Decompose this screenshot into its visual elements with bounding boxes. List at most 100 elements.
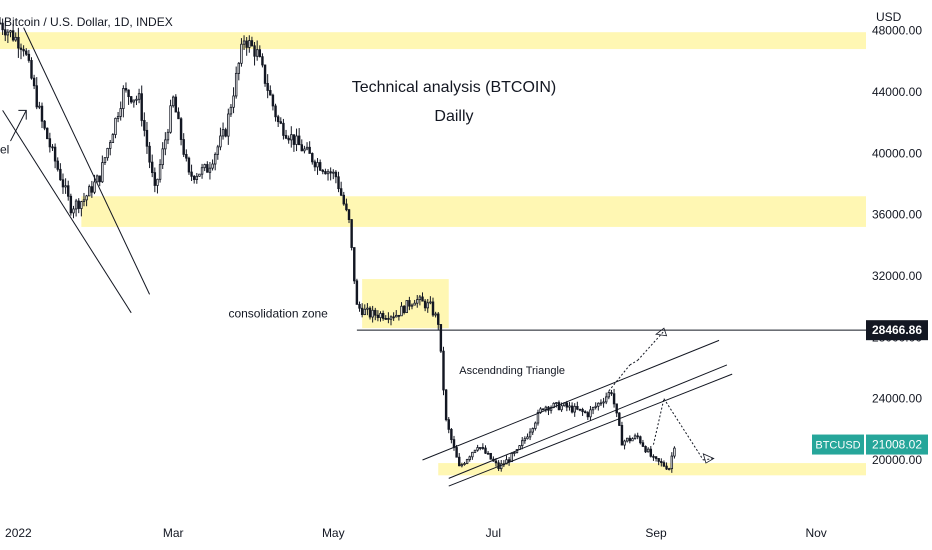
price-zone (81, 196, 867, 227)
candle-up (295, 135, 298, 145)
candle-down (145, 129, 149, 147)
candle-down (287, 137, 290, 141)
candle-down (397, 314, 401, 317)
candle-down (612, 393, 616, 405)
candle-down (279, 121, 283, 124)
candle-up (463, 463, 466, 465)
candle-down (206, 164, 209, 173)
candle-up (673, 447, 676, 457)
candle-up (418, 296, 422, 301)
candle-up (633, 435, 637, 440)
candle-down (484, 447, 487, 454)
y-tick-label: 20000.00 (872, 453, 922, 467)
candle-up (122, 88, 125, 109)
level-badge-label: 28466.86 (872, 323, 922, 337)
y-tick-label: 36000.00 (872, 208, 922, 222)
candle-down (489, 452, 492, 460)
candle-up (523, 438, 527, 442)
candle-up (521, 440, 524, 447)
candle-up (416, 299, 419, 304)
candle-up (471, 451, 474, 458)
y-tick-label: 48000.00 (872, 24, 922, 38)
candle-down (565, 402, 569, 408)
trend-lines (2, 27, 733, 487)
candle-down (282, 122, 285, 136)
candle-down (557, 402, 561, 411)
candle-down (342, 194, 345, 205)
annotation-text: Technical analysis (BTCOIN) (352, 79, 557, 96)
candle-down (143, 120, 146, 131)
candle-up (560, 405, 563, 411)
candle-down (507, 459, 511, 463)
candle-up (429, 301, 432, 304)
y-tick-label: 24000.00 (872, 392, 922, 406)
candle-up (395, 314, 398, 318)
candle-up (88, 186, 91, 197)
candle-up (232, 95, 235, 108)
candle-down (481, 447, 485, 449)
candle-up (255, 49, 259, 57)
candle-down (444, 389, 448, 421)
candle-down (69, 195, 73, 214)
candle-up (400, 305, 403, 317)
candle-up (667, 468, 671, 471)
candle-down (129, 96, 133, 103)
currency-label: USD (876, 10, 902, 24)
candle-up (413, 302, 416, 306)
candle-down (660, 460, 663, 464)
candle-up (9, 30, 12, 33)
candle-down (300, 144, 304, 152)
candle-up (473, 449, 477, 453)
candle-down (182, 139, 185, 155)
candle-up (366, 307, 369, 310)
price-zone (0, 32, 866, 50)
candle-down (408, 300, 411, 307)
candle-up (631, 438, 634, 442)
candle-up (161, 148, 164, 166)
candle-down (654, 456, 658, 459)
symbol-badge-label: BTCUSD (815, 440, 860, 452)
candle-up (604, 396, 608, 403)
candle-up (203, 164, 206, 169)
candle-down (339, 188, 343, 196)
candle-up (597, 402, 600, 407)
candle-up (242, 40, 246, 45)
candle-down (384, 317, 387, 320)
candle-up (169, 105, 172, 133)
candle-up (237, 62, 241, 74)
candle-down (450, 428, 453, 441)
candle-down (639, 436, 642, 444)
candle-down (437, 313, 440, 325)
candle-down (576, 405, 579, 410)
y-axis: 20000.0024000.0028000.0032000.0036000.00… (872, 24, 922, 467)
candle-down (150, 161, 154, 174)
candle-up (513, 452, 516, 454)
candle-up (426, 302, 429, 309)
candle-up (326, 171, 330, 175)
candle-down (98, 175, 101, 183)
triangle-mid-line (448, 364, 728, 479)
x-tick-label: Mar (163, 526, 184, 540)
candle-down (334, 171, 338, 178)
candle-up (528, 431, 532, 438)
candle-up (132, 99, 136, 103)
support-resistance-zones (0, 32, 867, 476)
candle-down (620, 425, 624, 446)
candle-up (599, 402, 603, 405)
candle-up (64, 185, 67, 188)
candle-down (374, 309, 377, 316)
candle-down (22, 49, 25, 52)
candle-up (555, 402, 558, 404)
candle-down (53, 146, 57, 162)
symbol-badge (812, 434, 864, 455)
candle-down (253, 45, 256, 57)
projection-up-2 (629, 359, 638, 366)
projection-down-1 (652, 398, 665, 445)
candle-up (568, 405, 571, 408)
candle-down (442, 350, 445, 391)
candle-down (318, 162, 322, 171)
candle-up (434, 313, 437, 316)
candle-up (211, 163, 214, 169)
candle-down (662, 462, 666, 467)
